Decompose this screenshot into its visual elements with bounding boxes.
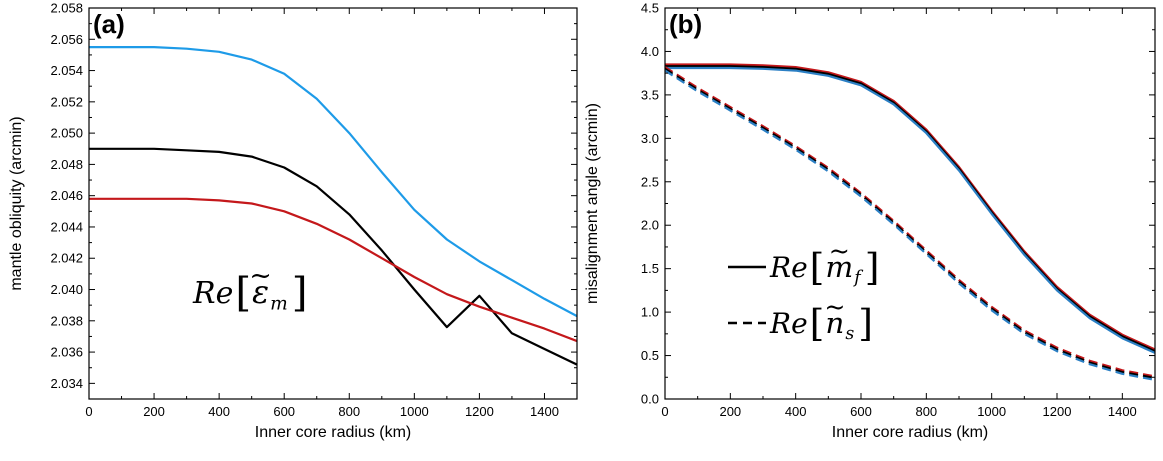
annotation-label-subscript: m [270, 294, 288, 315]
y-tick-label: 3.0 [641, 131, 659, 146]
series-group [89, 45, 577, 366]
series-line-1 [89, 147, 577, 366]
legend-entry-0-tilde: ~ [829, 237, 850, 266]
x-tick-label: 400 [785, 404, 807, 419]
x-tick-label: 1000 [977, 404, 1006, 419]
y-tick-label: 0.5 [641, 348, 659, 363]
legend: Re[m~f]Re[n~s] [728, 237, 879, 345]
annotation-label-open-bracket: [ [235, 268, 251, 316]
legend-entry-1-tilde: ~ [824, 293, 845, 322]
x-tick-label: 0 [661, 404, 668, 419]
series-group [665, 63, 1155, 381]
series-line-0 [665, 63, 1155, 351]
y-tick-label: 2.040 [50, 282, 83, 297]
panel-label: (a) [93, 9, 125, 39]
y-tick-label: 2.056 [50, 32, 83, 47]
y-tick-label: 4.5 [641, 1, 659, 16]
series-line-4 [665, 67, 1155, 380]
chart-panel-a: 0 200 400 600 800 1000 1200 1400 2.034 2.036 2.038… [8, 1, 578, 441]
legend-entry-0-prefix: Re [769, 251, 808, 284]
y-tick-label: 2.034 [50, 376, 83, 391]
y-tick-label: 2.044 [50, 219, 83, 234]
annotation-label-prefix: Re [192, 276, 233, 311]
y-tick-label: 2.5 [641, 174, 659, 189]
x-tick-label: 1200 [1043, 404, 1072, 419]
y-tick-label: 2.052 [50, 94, 83, 109]
x-tick-label: 600 [850, 404, 872, 419]
x-tick-label: 800 [338, 404, 360, 419]
x-tick-label: 1200 [465, 404, 494, 419]
y-tick-label: 0.0 [641, 392, 659, 407]
y-axis-label: misalignment angle (arcmin) [584, 103, 601, 304]
y-tick-label: 1.0 [641, 305, 659, 320]
legend-entry-1-symbol: n [825, 306, 844, 340]
annotation-label-close-bracket: ] [292, 268, 308, 316]
legend-entry-1-subscript: s [845, 324, 854, 344]
x-tick-label: 200 [719, 404, 741, 419]
legend-entry-0-symbol: m [825, 250, 853, 284]
legend-entry-1-prefix: Re [769, 307, 808, 340]
y-tick-label: 2.048 [50, 157, 83, 172]
y-tick-label: 3.5 [641, 87, 659, 102]
x-tick-label: 1400 [1108, 404, 1137, 419]
series-line-5 [665, 69, 1155, 381]
legend-entry-0-open-bracket: [ [810, 245, 825, 289]
x-tick-label: 200 [143, 404, 165, 419]
x-tick-label: 800 [915, 404, 937, 419]
legend-entry-0: Re[m~f] [769, 237, 879, 289]
legend-entry-1-open-bracket: [ [810, 301, 825, 345]
x-tick-label: 1000 [400, 404, 429, 419]
x-tick-label: 600 [273, 404, 295, 419]
annotation-label-tilde: ~ [249, 260, 272, 291]
y-tick-label: 2.050 [50, 126, 83, 141]
y-tick-label: 1.5 [641, 261, 659, 276]
legend-entry-0-close-bracket: ] [865, 245, 880, 289]
legend-entry-0-subscript: f [852, 268, 863, 288]
y-tick-label: 2.0 [641, 218, 659, 233]
x-tick-label: 0 [85, 404, 92, 419]
y-tick-label: 2.058 [50, 1, 83, 16]
y-tick-label: 2.036 [50, 345, 83, 360]
legend-entry-1: Re[n~s] [769, 293, 873, 345]
x-axis-label: Inner core radius (km) [832, 424, 989, 441]
y-tick-label: 2.042 [50, 251, 83, 266]
series-line-3 [665, 66, 1155, 378]
plot-frame [88, 7, 578, 400]
x-tick-label: 400 [208, 404, 230, 419]
x-tick-label: 1400 [530, 404, 559, 419]
series-line-2 [89, 197, 577, 343]
legend-entry-1-close-bracket: ] [858, 301, 873, 345]
annotation-label-symbol: ε [252, 275, 269, 311]
y-tick-label: 2.046 [50, 188, 83, 203]
y-tick-label: 2.054 [50, 63, 83, 78]
x-axis-label: Inner core radius (km) [255, 424, 412, 441]
y-axis-label: mantle obliquity (arcmin) [8, 116, 25, 290]
y-tick-label: 2.038 [50, 313, 83, 328]
panel-label: (b) [669, 9, 702, 39]
y-tick-label: 4.0 [641, 44, 659, 59]
chart-panel-b: 0 200 400 600 800 1000 1200 1400 0.0 0.5 1.0 1.5 2.0… [584, 1, 1156, 441]
series-line-1 [665, 65, 1155, 353]
annotation-label: Re[ε~ m] [192, 260, 308, 316]
series-line-0 [89, 45, 577, 318]
series-line-2 [665, 66, 1155, 354]
